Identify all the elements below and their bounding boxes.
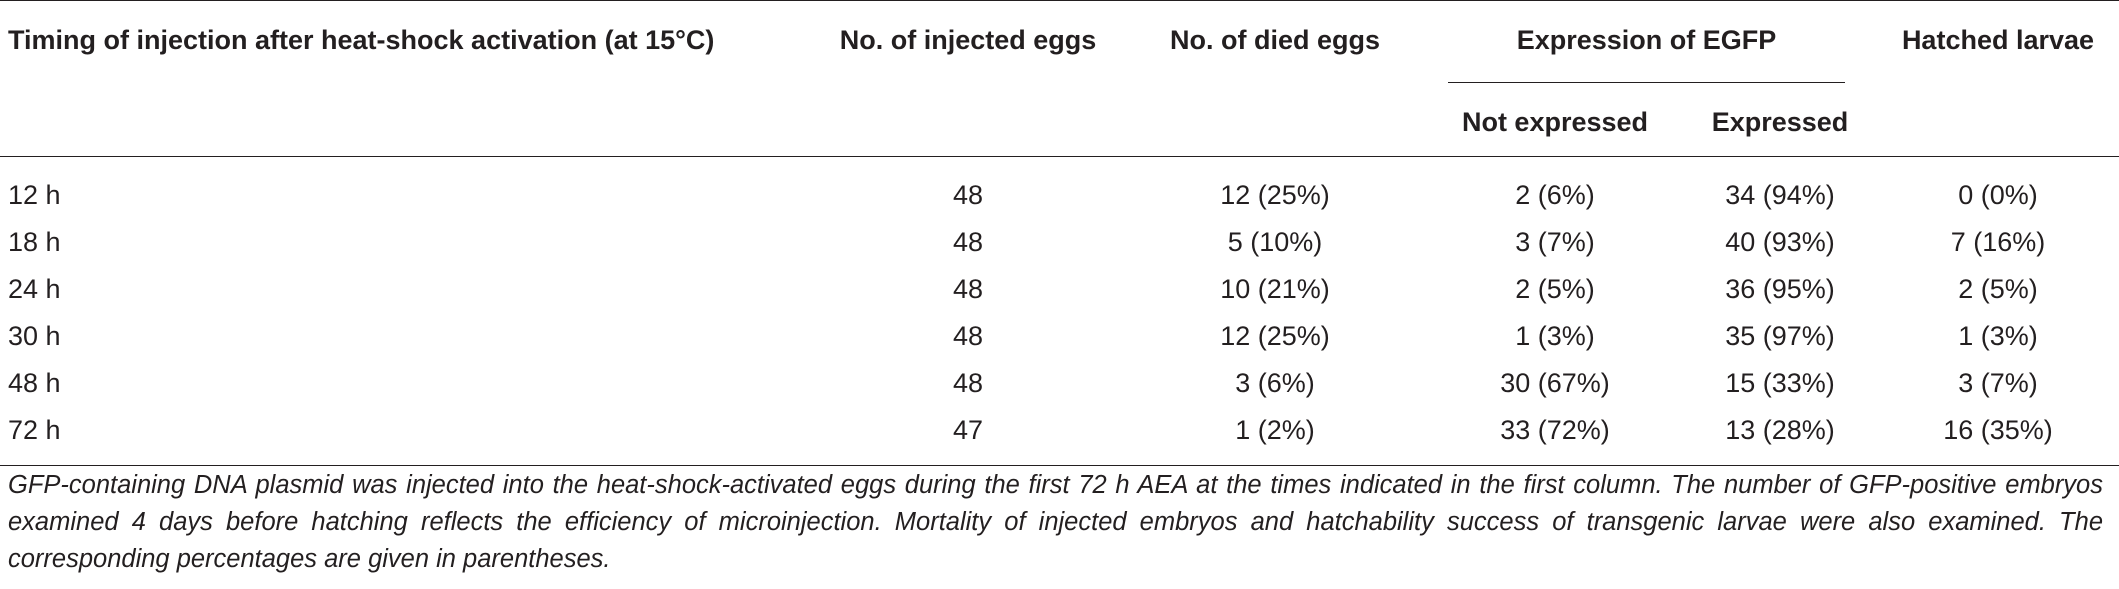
cell-expressed: 34 (94%)	[1725, 180, 1835, 210]
cell-timing: 24 h	[8, 274, 61, 304]
cell-hatched: 3 (7%)	[1958, 368, 2038, 398]
cell-injected: 48	[952, 368, 984, 398]
cell-died: 12 (25%)	[1220, 180, 1330, 210]
cell-died: 1 (2%)	[1235, 415, 1315, 445]
header-timing: Timing of injection after heat-shock act…	[8, 25, 715, 55]
cell-died: 3 (6%)	[1235, 368, 1315, 398]
cell-timing: 30 h	[8, 321, 61, 351]
cell-timing: 72 h	[8, 415, 61, 445]
cell-died: 12 (25%)	[1220, 321, 1330, 351]
cell-expressed: 35 (97%)	[1725, 321, 1835, 351]
cell-injected: 48	[952, 321, 984, 351]
header-died-eggs: No. of died eggs	[1169, 25, 1380, 55]
cell-injected: 48	[952, 180, 984, 210]
cell-not-expressed: 1 (3%)	[1515, 321, 1595, 351]
subheader-not-expressed: Not expressed	[1461, 107, 1649, 137]
header-injected-eggs: No. of injected eggs	[839, 25, 1097, 55]
cell-timing: 18 h	[8, 227, 61, 257]
cell-hatched: 7 (16%)	[1950, 227, 2046, 257]
cell-injected: 48	[952, 274, 984, 304]
top-rule	[0, 0, 2119, 1]
cell-timing: 12 h	[8, 180, 61, 210]
cell-died: 5 (10%)	[1227, 227, 1323, 257]
cell-expressed: 36 (95%)	[1725, 274, 1835, 304]
subheader-expressed: Expressed	[1711, 107, 1849, 137]
cell-hatched: 16 (35%)	[1943, 415, 2053, 445]
cell-hatched: 2 (5%)	[1958, 274, 2038, 304]
expression-group-rule	[1448, 82, 1845, 83]
cell-not-expressed: 33 (72%)	[1500, 415, 1610, 445]
cell-timing: 48 h	[8, 368, 61, 398]
table-footnote: GFP-containing DNA plasmid was injected …	[8, 471, 2103, 573]
cell-not-expressed: 30 (67%)	[1500, 368, 1610, 398]
cell-not-expressed: 3 (7%)	[1515, 227, 1595, 257]
table-bottom-rule	[0, 465, 2119, 466]
cell-hatched: 0 (0%)	[1958, 180, 2038, 210]
header-expression-egfp: Expression of EGFP	[1516, 25, 1777, 55]
cell-injected: 48	[952, 227, 984, 257]
cell-not-expressed: 2 (5%)	[1515, 274, 1595, 304]
cell-expressed: 15 (33%)	[1725, 368, 1835, 398]
cell-injected: 47	[952, 415, 984, 445]
cell-hatched: 1 (3%)	[1958, 321, 2038, 351]
cell-expressed: 40 (93%)	[1725, 227, 1835, 257]
header-hatched-larvae: Hatched larvae	[1901, 25, 2095, 55]
cell-expressed: 13 (28%)	[1725, 415, 1835, 445]
cell-died: 10 (21%)	[1220, 274, 1330, 304]
cell-not-expressed: 2 (6%)	[1515, 180, 1595, 210]
header-bottom-rule	[0, 156, 2119, 157]
